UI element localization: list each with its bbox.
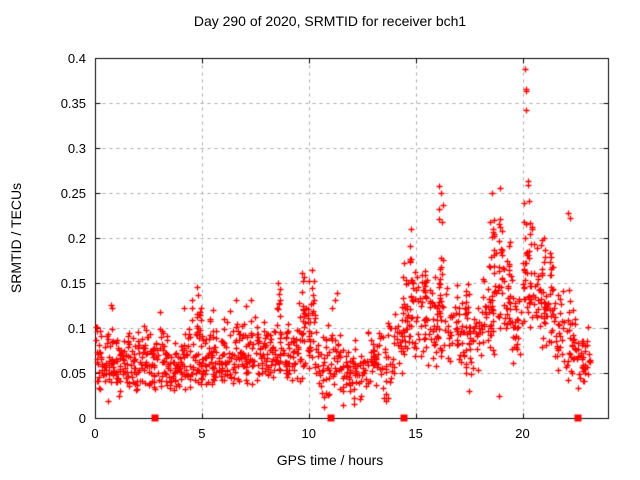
x-tick-label: 10 bbox=[301, 426, 316, 441]
y-tick-label: 0.1 bbox=[67, 321, 86, 336]
y-tick-label: 0.35 bbox=[60, 96, 86, 111]
x-tick-label: 20 bbox=[515, 426, 530, 441]
y-tick-label: 0.3 bbox=[67, 141, 86, 156]
y-tick-label: 0.2 bbox=[67, 231, 86, 246]
y-tick-label: 0 bbox=[78, 411, 86, 426]
x-tick-label: 0 bbox=[91, 426, 99, 441]
y-tick-label: 0.4 bbox=[67, 51, 86, 66]
x-tick-label: 15 bbox=[408, 426, 423, 441]
y-tick-label: 0.05 bbox=[60, 366, 86, 381]
x-axis-label: GPS time / hours bbox=[276, 452, 384, 468]
y-tick-label: 0.15 bbox=[60, 276, 86, 291]
x-tick-label: 5 bbox=[198, 426, 206, 441]
y-tick-label: 0.25 bbox=[60, 186, 86, 201]
chart-title: Day 290 of 2020, SRMTID for receiver bch… bbox=[193, 13, 467, 29]
